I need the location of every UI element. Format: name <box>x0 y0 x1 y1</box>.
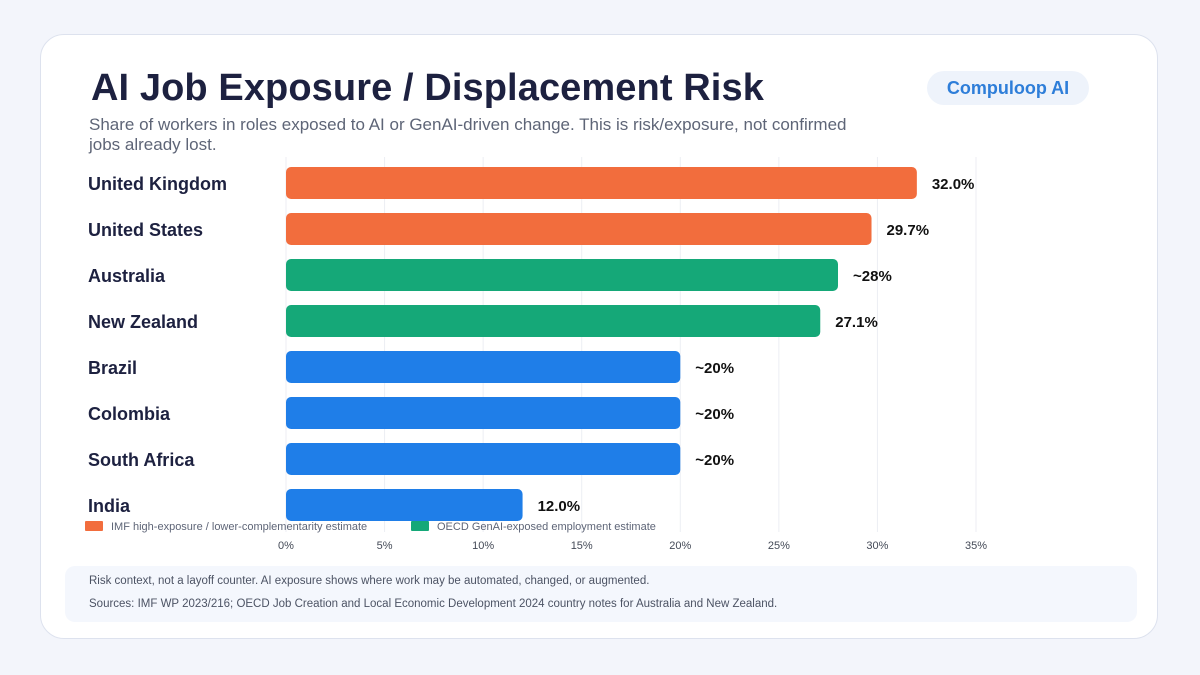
legend-swatch <box>85 521 103 531</box>
value-label: ~28% <box>853 268 892 285</box>
value-label: ~20% <box>695 406 734 423</box>
bar <box>286 443 681 475</box>
bar <box>286 397 681 429</box>
bar <box>286 305 821 337</box>
bar <box>286 259 838 291</box>
value-label: 27.1% <box>835 314 878 331</box>
category-label: Australia <box>88 266 166 286</box>
legend-label: OECD GenAI-exposed employment estimate <box>437 521 656 533</box>
chart-subtitle: Share of workers in roles exposed to AI … <box>89 115 847 154</box>
category-label: Brazil <box>88 358 137 378</box>
category-label: Colombia <box>88 404 171 424</box>
x-tick-label: 30% <box>866 540 888 552</box>
legend-swatch <box>411 521 429 531</box>
footer-note: Risk context, not a layoff counter. AI e… <box>65 566 1137 622</box>
x-tick-label: 0% <box>278 540 294 552</box>
legend-label: IMF high-exposure / lower-complementarit… <box>111 521 367 533</box>
category-label: United Kingdom <box>88 174 227 194</box>
x-tick-label: 5% <box>377 540 393 552</box>
bar <box>286 489 523 521</box>
x-axis-ticks: 0% 5% 10% 15% 20% 25% 30% 35% <box>278 540 987 552</box>
footer-sources: Sources: IMF WP 2023/216; OECD Job Creat… <box>89 598 778 610</box>
value-label: ~20% <box>695 452 734 469</box>
bar-chart: United Kingdom 32.0% United States 29.7% Aus… <box>85 157 987 552</box>
brand-badge: Compuloop AI <box>927 71 1089 105</box>
category-label: New Zealand <box>88 312 198 332</box>
value-label: ~20% <box>695 360 734 377</box>
footer-context: Risk context, not a layoff counter. AI e… <box>89 575 650 587</box>
value-label: 32.0% <box>932 176 975 193</box>
category-label: South Africa <box>88 450 195 470</box>
bar <box>286 213 872 245</box>
x-tick-label: 20% <box>669 540 691 552</box>
chart-title: AI Job Exposure / Displacement Risk <box>91 67 764 109</box>
category-label: India <box>88 496 131 516</box>
x-tick-label: 35% <box>965 540 987 552</box>
value-label: 12.0% <box>538 498 581 515</box>
bar <box>286 351 681 383</box>
category-label: United States <box>88 220 203 240</box>
x-tick-label: 25% <box>768 540 790 552</box>
chart-card: AI Job Exposure / Displacement Risk Shar… <box>40 34 1158 639</box>
labels: United Kingdom 32.0% United States 29.7% Aus… <box>88 174 974 516</box>
value-label: 29.7% <box>887 222 930 239</box>
legend: IMF high-exposure / lower-complementarit… <box>85 521 656 533</box>
bars <box>286 167 917 521</box>
bar <box>286 167 917 199</box>
x-tick-label: 10% <box>472 540 494 552</box>
x-tick-label: 15% <box>571 540 593 552</box>
